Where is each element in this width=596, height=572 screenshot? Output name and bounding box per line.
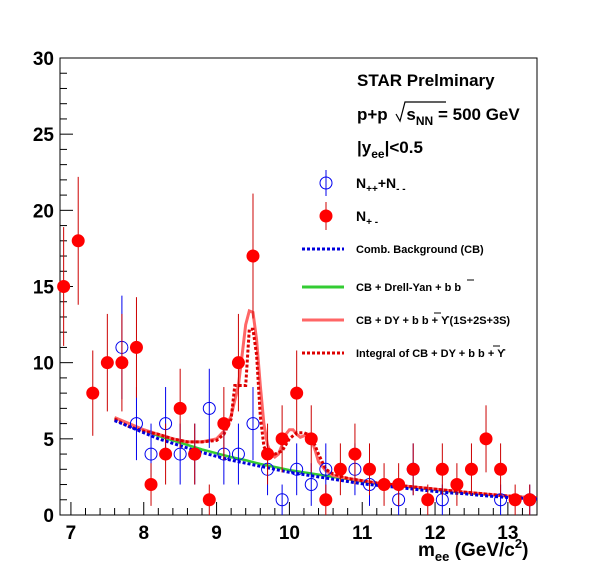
legend-like-sign-label: N+++N- - — [356, 175, 406, 195]
like-sign-point — [173, 447, 187, 461]
unlike-sign-point — [246, 249, 260, 263]
like-sign-point — [275, 493, 289, 507]
x-axis-label-unit: (GeV/c — [449, 540, 515, 561]
unlike-sign-point — [363, 462, 377, 476]
unlike-sign-point — [464, 462, 478, 476]
unlike-sign-point — [304, 432, 318, 446]
unlike-sign-point — [129, 340, 143, 354]
like-sign-point — [129, 417, 143, 431]
x-tick-label: 9 — [211, 523, 222, 544]
like-sign-point — [304, 478, 318, 492]
title-line-2-prefix: p+p — [357, 105, 392, 124]
y-tick-label: 5 — [43, 430, 54, 451]
unlike-sign-point — [159, 447, 173, 461]
legend-unlike-sign-label: N+ - — [356, 208, 378, 228]
integral-curve — [113, 327, 538, 500]
like-sign-point — [231, 447, 245, 461]
legend-like-sign-marker — [319, 176, 333, 190]
sqrt-symbol — [395, 101, 446, 123]
unlike-sign-point — [100, 356, 114, 370]
title-line-3-suffix: |<0.5 — [385, 138, 423, 157]
unlike-sign-point — [86, 386, 100, 400]
unlike-sign-point — [57, 280, 71, 293]
legend-unlike-sign-marker — [319, 209, 333, 223]
y-tick-label: 10 — [33, 354, 54, 375]
y-tick-label: 25 — [33, 125, 55, 146]
title-line-2-sub: NN — [416, 114, 433, 128]
unlike-sign-point — [435, 462, 449, 476]
legend-unlike-sub: + - — [366, 217, 378, 228]
unlike-sign-point — [523, 493, 537, 507]
like-sign-point — [319, 462, 333, 476]
unlike-sign-point — [494, 462, 508, 476]
title-line-2: p+p sNN = 500 GeV — [357, 105, 520, 128]
unlike-sign-point — [333, 462, 347, 476]
x-tick-label: 10 — [279, 523, 300, 544]
unlike-sign-point — [348, 447, 362, 461]
legend-integral-label: Integral of CB + DY + b b + ϒ — [356, 348, 506, 360]
y-tick-label: 15 — [33, 278, 55, 299]
unlike-sign-point — [406, 462, 420, 476]
legend-cb-label: Comb. Background (CB) — [356, 244, 484, 256]
title-line-3-prefix: |y — [357, 138, 372, 157]
unlike-sign-point — [450, 478, 464, 492]
x-tick-label: 7 — [66, 523, 77, 544]
x-tick-labels: 7 8 9 10 11 12 13 — [66, 523, 519, 544]
y-tick-label: 0 — [43, 506, 54, 527]
x-tick-label: 12 — [424, 523, 445, 544]
unlike-sign-point — [115, 356, 129, 370]
title-line-3: |yee|<0.5 — [357, 138, 423, 161]
legend-ups-label: CB + DY + b b + ϒ(1S+2S+3S) — [356, 315, 510, 327]
unlike-sign-point — [217, 417, 231, 431]
legend: N+++N- - N+ - Comb. Background (CB) CB +… — [302, 170, 510, 360]
unlike-sign-point — [421, 493, 435, 507]
unlike-sign-point — [377, 478, 391, 492]
x-axis-label-close: ) — [522, 540, 528, 561]
unlike-sign-point — [188, 447, 202, 461]
y-tick-label: 20 — [33, 201, 54, 222]
cb-curve — [114, 419, 538, 501]
unlike-sign-point — [202, 493, 216, 507]
x-axis-label-sup: 2 — [515, 536, 522, 551]
unlike-sign-point — [275, 432, 289, 446]
legend-like-mid: +N — [378, 175, 396, 191]
x-tick-label: 8 — [138, 523, 149, 544]
x-axis-label-sub: ee — [435, 549, 449, 564]
unlike-sign-point — [479, 432, 493, 446]
x-tick-label: 11 — [352, 523, 373, 544]
unlike-sign-point — [508, 493, 522, 507]
title-line-2-suffix: = 500 GeV — [433, 105, 520, 124]
unlike-sign-point — [319, 493, 333, 507]
y-tick-labels: 0 5 10 15 20 25 30 — [33, 49, 55, 527]
unlike-sign-point — [144, 478, 158, 492]
like-sign-point — [246, 417, 260, 431]
like-sign-point — [144, 447, 158, 461]
legend-like-sub2: - - — [396, 184, 405, 195]
legend-like-sub1: ++ — [366, 184, 378, 195]
unlike-sign-point — [392, 478, 406, 492]
y-tick-label: 30 — [33, 49, 54, 70]
unlike-sign-point — [290, 386, 304, 400]
unlike-sign-point — [261, 447, 275, 461]
unlike-sign-points — [57, 176, 537, 515]
x-axis-label-main: m — [418, 540, 435, 561]
legend-dy-label: CB + Drell-Yan + b b — [356, 282, 461, 294]
like-sign-point — [290, 462, 304, 476]
title-block: STAR Prelminary p+p sNN = 500 GeV |yee|<… — [357, 71, 520, 161]
unlike-sign-point — [173, 401, 187, 415]
title-line-1: STAR Prelminary — [357, 71, 495, 90]
axis-ticks — [60, 57, 538, 516]
unlike-sign-point — [231, 356, 245, 370]
x-tick-label: 13 — [497, 523, 518, 544]
like-sign-point — [202, 401, 216, 415]
title-line-2-sqrt: s — [406, 105, 415, 124]
x-axis-label: mee (GeV/c2) — [418, 536, 528, 564]
legend-like-main: N — [356, 175, 366, 191]
legend-unlike-main: N — [356, 208, 366, 224]
unlike-sign-point — [71, 234, 85, 248]
title-line-3-sub: ee — [371, 147, 385, 161]
